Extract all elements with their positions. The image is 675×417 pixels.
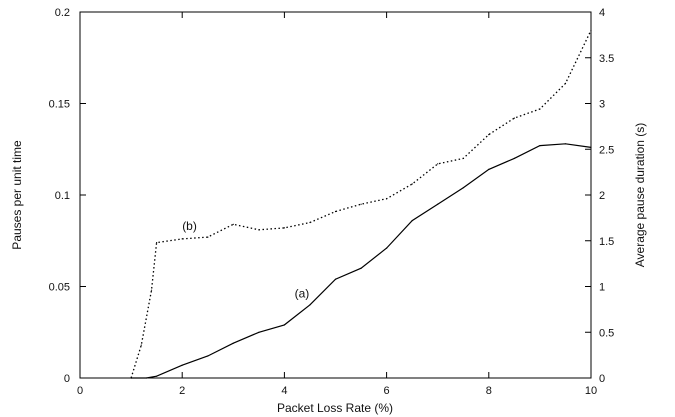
series-point (283, 324, 285, 326)
y2-tick-label: 4 (599, 7, 605, 19)
x-axis-title: Packet Loss Rate (%) (277, 401, 393, 415)
y2-tick-label: 0.5 (599, 327, 614, 339)
y2-tick-label: 3.5 (599, 53, 614, 65)
series-point (207, 236, 209, 238)
series-point (232, 223, 234, 225)
tick-marks (79, 11, 592, 379)
series-annotations: (a) (b) (182, 219, 309, 301)
series-point (258, 331, 260, 333)
series-point (437, 163, 439, 165)
series-label-a: (a) (295, 286, 310, 300)
x-tick-label: 0 (77, 385, 83, 397)
series-point (283, 227, 285, 229)
series-point (513, 117, 515, 119)
series-point (232, 342, 234, 344)
series-point (309, 304, 311, 306)
series-point (590, 29, 592, 31)
x-tick-label: 10 (585, 385, 597, 397)
series-point (309, 221, 311, 224)
series-point (207, 355, 209, 357)
series-point (386, 198, 388, 200)
series-point (411, 220, 413, 222)
series-point (513, 157, 515, 159)
series-point (334, 210, 337, 213)
y2-tick-labels: 0 0.5 1 1.5 2 2.5 3 3.5 4 (599, 7, 614, 385)
series-point (156, 375, 158, 377)
y2-tick-label: 2 (599, 190, 605, 202)
series-point (360, 267, 362, 269)
y-tick-label: 0.15 (49, 99, 70, 111)
series-point (140, 344, 142, 346)
series-point (411, 183, 413, 185)
series-point (156, 242, 158, 244)
series-point (258, 229, 260, 231)
y2-axis-title: Average pause duration (s) (633, 123, 647, 268)
series-point (150, 289, 153, 291)
y-tick-label: 0.2 (55, 7, 70, 19)
series-point (539, 108, 541, 110)
x-tick-label: 6 (384, 385, 390, 397)
y2-tick-label: 1 (599, 282, 605, 294)
series-point (462, 157, 464, 159)
series-point (462, 187, 464, 189)
x-tick-label: 8 (486, 385, 492, 397)
series-point (564, 82, 567, 84)
series-point (130, 377, 132, 379)
series-point (590, 146, 592, 148)
series-point (181, 238, 183, 240)
series-lines (130, 29, 592, 379)
y-tick-label: 0.1 (55, 190, 70, 202)
y2-tick-label: 3 (599, 99, 605, 111)
series-point (539, 145, 541, 147)
series-point (181, 364, 183, 366)
series-point (360, 203, 362, 205)
series-point (488, 168, 490, 170)
y2-tick-label: 2.5 (599, 144, 614, 156)
y2-tick-label: 1.5 (599, 236, 614, 248)
series-point (437, 203, 439, 205)
y-tick-labels: 0 0.05 0.1 0.15 0.2 (49, 7, 70, 385)
series-point (488, 134, 490, 136)
series-line-a (131, 143, 592, 379)
series-point (334, 278, 337, 280)
plot-frame (79, 11, 592, 379)
series-point (386, 247, 388, 249)
x-tick-label: 2 (179, 385, 185, 397)
y-axis-title: Pauses per unit time (10, 140, 24, 250)
x-tick-labels: 0 2 4 6 8 10 (77, 385, 597, 397)
y2-tick-label: 0 (599, 373, 605, 385)
series-point (564, 143, 567, 145)
series-label-b: (b) (182, 219, 197, 233)
y-tick-label: 0 (64, 373, 70, 385)
series-point (145, 377, 147, 379)
x-tick-label: 4 (281, 385, 287, 397)
y-tick-label: 0.05 (49, 282, 70, 294)
